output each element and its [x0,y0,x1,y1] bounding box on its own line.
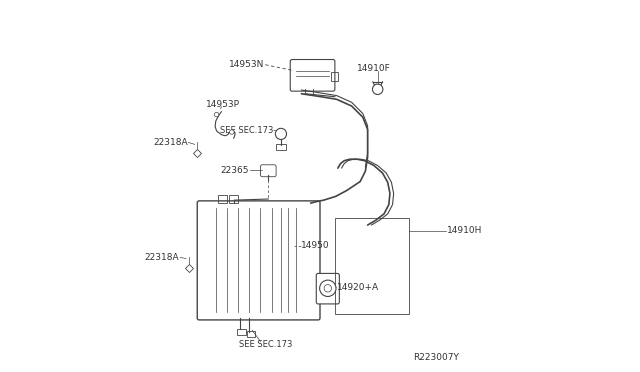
Bar [331,72,338,81]
Circle shape [372,84,383,94]
Text: SEE SEC.173: SEE SEC.173 [239,340,292,349]
Text: 14953N: 14953N [229,60,264,69]
Text: 14920+A: 14920+A [337,283,379,292]
FancyBboxPatch shape [316,273,339,304]
Text: 22318A: 22318A [145,253,179,262]
Bar [229,195,238,203]
Text: SEE SEC.173: SEE SEC.173 [220,126,273,135]
Circle shape [214,112,219,117]
Bar [335,218,410,314]
Bar [237,329,246,335]
Circle shape [319,280,336,296]
Text: 22365: 22365 [221,166,250,175]
Bar [246,331,255,337]
Circle shape [275,128,287,140]
Circle shape [230,130,234,134]
Circle shape [324,285,332,292]
Text: 14910H: 14910H [447,226,482,235]
FancyBboxPatch shape [260,165,276,177]
Text: 14910F: 14910F [357,64,391,73]
Text: R223007Y: R223007Y [413,353,460,362]
Text: 14953P: 14953P [206,100,240,109]
Text: 14950: 14950 [301,241,330,250]
Bar [218,195,227,203]
FancyBboxPatch shape [197,201,320,320]
FancyBboxPatch shape [291,60,335,91]
Text: 22318A: 22318A [154,138,188,147]
Bar [276,144,286,150]
